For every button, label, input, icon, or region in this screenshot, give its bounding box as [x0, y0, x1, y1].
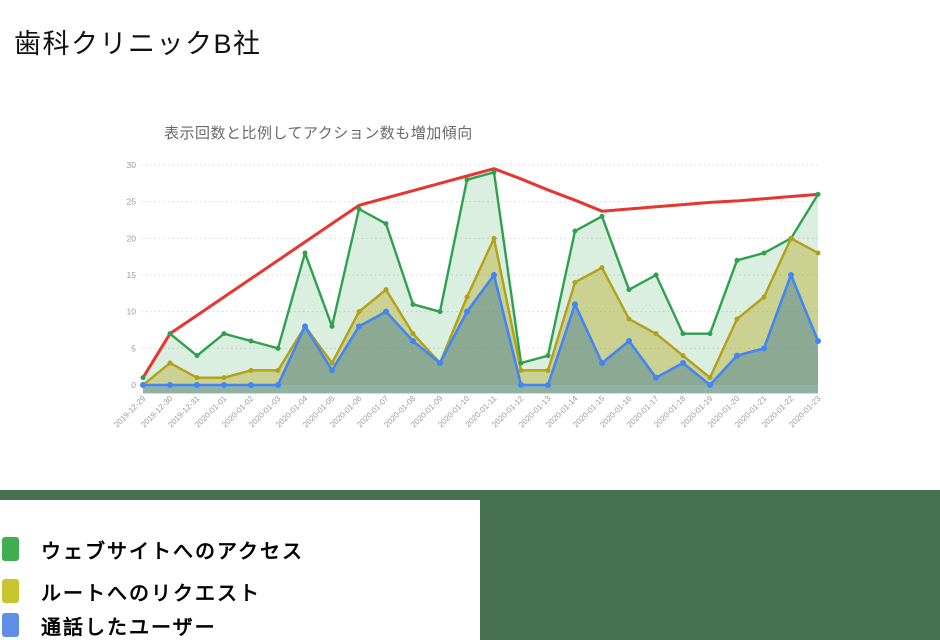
legend-panel: ウェブサイトへのアクセス ルートへのリクエスト 通話したユーザー — [0, 500, 480, 640]
legend-swatch-yellow-icon — [2, 579, 19, 603]
chart-subtitle: 表示回数と比例してアクション数も増加傾向 — [164, 125, 473, 142]
svg-text:15: 15 — [127, 270, 137, 280]
page-title: 歯科クリニックB社 — [14, 29, 262, 59]
legend-item-route-requests: ルートへのリクエスト — [2, 578, 261, 605]
legend-label-called-users: 通話したユーザー — [41, 616, 217, 639]
legend-item-website-access: ウェブサイトへのアクセス — [2, 536, 304, 563]
svg-text:5: 5 — [131, 343, 136, 353]
legend-label-website-access: ウェブサイトへのアクセス — [41, 540, 304, 563]
legend-label-route-requests: ルートへのリクエスト — [41, 582, 261, 605]
legend-swatch-green-icon — [2, 537, 19, 561]
svg-text:10: 10 — [127, 307, 137, 317]
legend-swatch-blue-icon — [2, 613, 19, 637]
svg-text:25: 25 — [127, 197, 137, 207]
legend-band: ウェブサイトへのアクセス ルートへのリクエスト 通話したユーザー — [0, 490, 940, 640]
svg-text:20: 20 — [127, 233, 137, 243]
svg-text:30: 30 — [127, 160, 137, 170]
svg-text:0: 0 — [131, 380, 136, 390]
trend-chart-svg: 0510152025302019-12-292019-12-302019-12-… — [112, 160, 823, 429]
legend-item-called-users: 通話したユーザー — [2, 612, 217, 639]
